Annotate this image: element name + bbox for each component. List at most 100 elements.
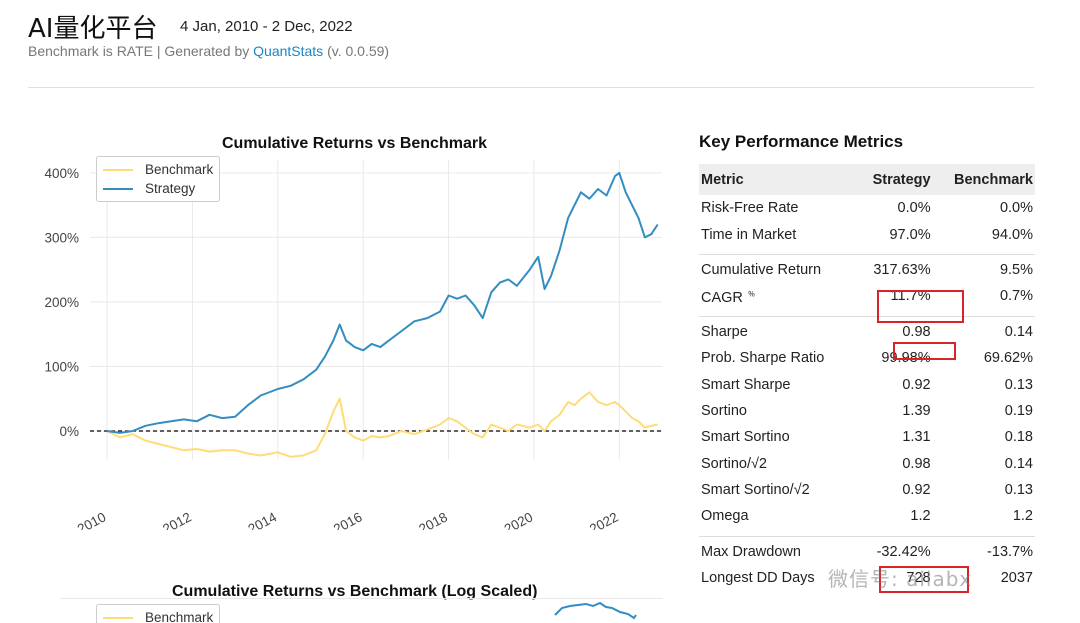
chart-title-cumulative: Cumulative Returns vs Benchmark	[222, 135, 487, 152]
subtitle-prefix: Benchmark is RATE | Generated by	[28, 43, 254, 59]
table-row: Smart Sortino/√2 0.92 0.13	[699, 477, 1035, 503]
metric-label: Max Drawdown	[701, 543, 801, 560]
table-row: Prob. Sharpe Ratio 99.98% 69.62%	[699, 345, 1035, 371]
metrics-header-row: Metric Strategy Benchmark	[699, 164, 1035, 195]
metric-label: Omega	[701, 508, 749, 525]
legend-label-strategy: Strategy	[145, 181, 196, 196]
x-tick-label: 2010	[75, 509, 109, 530]
log-returns-chart	[60, 598, 663, 620]
subtitle-suffix: (v. 0.0.59)	[323, 43, 390, 59]
chart-legend: Benchmark Strategy	[96, 156, 221, 202]
table-row: Smart Sharpe 0.92 0.13	[699, 371, 1035, 397]
table-row: Omega 1.2 1.2	[699, 503, 1035, 529]
metric-label: Risk-Free Rate	[701, 200, 799, 217]
y-tick-label: 200%	[44, 295, 79, 310]
table-row: Risk-Free Rate 0.0% 0.0%	[699, 195, 1035, 221]
legend-item-strategy: Strategy	[103, 179, 213, 198]
metric-label: Sortino	[701, 402, 747, 419]
x-tick-label: 2018	[416, 509, 450, 530]
table-row: Max Drawdown -32.42% -13.7%	[699, 539, 1035, 565]
table-row: CAGR ﹪ 11.7% 0.7%	[699, 283, 1035, 309]
y-tick-label: 300%	[44, 230, 79, 245]
metric-label: Cumulative Return	[701, 261, 822, 278]
metric-strategy-value: 1.39	[902, 402, 931, 419]
legend-item-benchmark: Benchmark	[103, 160, 213, 179]
legend-label-benchmark: Benchmark	[145, 162, 214, 177]
metric-label: Time in Market	[701, 226, 797, 243]
metric-strategy-value: 0.98	[902, 323, 931, 340]
metric-label: CAGR ﹪	[699, 283, 856, 309]
metric-strategy-value: 97.0%	[889, 226, 931, 243]
metric-strategy-value: 11.7%	[890, 288, 931, 305]
metric-label: Smart Sortino	[701, 429, 790, 446]
metric-benchmark-value: 0.7%	[999, 288, 1033, 305]
metrics-title: Key Performance Metrics	[699, 132, 904, 151]
metric-label: Prob. Sharpe Ratio	[701, 350, 825, 367]
group-separator	[699, 248, 1035, 257]
metric-strategy-value: 317.63%	[873, 261, 931, 278]
strategy-line	[106, 171, 659, 434]
metric-benchmark-value: 9.5%	[999, 261, 1033, 278]
metric-benchmark-value: 69.62%	[983, 350, 1033, 367]
metric-benchmark-value: 0.19	[1004, 402, 1033, 419]
report-subtitle: Benchmark is RATE | Generated by QuantSt…	[28, 43, 389, 59]
metrics-header-strategy: Strategy	[856, 164, 933, 195]
metric-strategy-value: 0.0%	[897, 200, 931, 217]
x-tick-label: 2012	[160, 509, 194, 530]
metric-benchmark-value: 0.13	[1004, 376, 1033, 393]
table-row: Cumulative Return 317.63% 9.5%	[699, 257, 1035, 283]
metrics-table: Metric Strategy Benchmark Risk-Free Rate…	[699, 164, 1035, 591]
benchmark-swatch	[103, 168, 133, 171]
header-divider	[28, 87, 1034, 88]
x-tick-label: 2016	[331, 509, 365, 530]
metric-strategy-value: 1.2	[910, 508, 931, 525]
wechat-watermark: 微信号: ailabx	[828, 567, 973, 591]
metric-strategy-value: 0.92	[902, 482, 931, 499]
table-row: Sharpe 0.98 0.14	[699, 319, 1035, 345]
y-tick-label: 0%	[59, 424, 79, 439]
chart-title-log: Cumulative Returns vs Benchmark (Log Sca…	[172, 583, 538, 600]
metric-label: Smart Sortino/√2	[701, 482, 810, 499]
date-range: 4 Jan, 2010 - 2 Dec, 2022	[180, 18, 353, 35]
metric-benchmark-value: 0.18	[1004, 429, 1033, 446]
table-row: Sortino 1.39 0.19	[699, 398, 1035, 424]
metric-benchmark-value: 0.14	[1004, 323, 1033, 340]
metric-benchmark-value: 2037	[1000, 570, 1033, 587]
log-strategy-line	[554, 601, 637, 620]
cagr-percent-sup: ﹪	[746, 288, 756, 299]
table-row: Smart Sortino 1.31 0.18	[699, 424, 1035, 450]
cumulative-returns-chart: 0% 100% 200% 300% 400% 2010 2012 2014 2016 2018 20…	[44, 160, 662, 530]
metric-label: Longest DD Days	[701, 570, 815, 587]
table-row: Time in Market 97.0% 94.0%	[699, 221, 1035, 247]
log-legend-label-benchmark: Benchmark	[145, 610, 214, 623]
metric-label: Sharpe	[701, 323, 748, 340]
log-legend-item-benchmark: Benchmark	[103, 608, 213, 623]
cagr-label: CAGR	[701, 290, 743, 307]
x-tick-label: 2014	[246, 509, 280, 530]
table-row: Longest DD Days 728 2037	[699, 565, 1035, 591]
y-tick-label: 100%	[44, 359, 79, 374]
x-tick-label: 2020	[502, 509, 536, 530]
metric-strategy-value: -32.42%	[876, 543, 931, 560]
quantstats-link[interactable]: QuantStats	[253, 43, 324, 59]
benchmark-line	[106, 391, 658, 458]
group-separator	[699, 310, 1035, 319]
metric-label: Smart Sharpe	[701, 376, 791, 393]
y-tick-label: 400%	[44, 166, 79, 181]
log-benchmark-swatch	[103, 616, 133, 619]
strategy-swatch	[103, 187, 133, 190]
metrics-header-metric: Metric	[699, 164, 857, 195]
highlight-box-max-drawdown	[879, 566, 969, 593]
log-chart-legend: Benchmark	[96, 604, 221, 623]
table-row: Sortino/√2 0.98 0.14	[699, 451, 1035, 477]
metric-benchmark-value: 0.0%	[999, 200, 1033, 217]
metric-strategy-value: 0.92	[902, 376, 931, 393]
group-separator	[699, 530, 1035, 539]
metric-label: Sortino/√2	[701, 455, 767, 472]
page-title: AI量化平台	[28, 14, 158, 44]
metric-strategy-value: 0.98	[902, 455, 931, 472]
metric-benchmark-value: 94.0%	[991, 226, 1033, 243]
metric-benchmark-value: -13.7%	[987, 543, 1033, 560]
metric-benchmark-value: 0.14	[1004, 455, 1033, 472]
metric-benchmark-value: 1.2	[1012, 508, 1033, 525]
